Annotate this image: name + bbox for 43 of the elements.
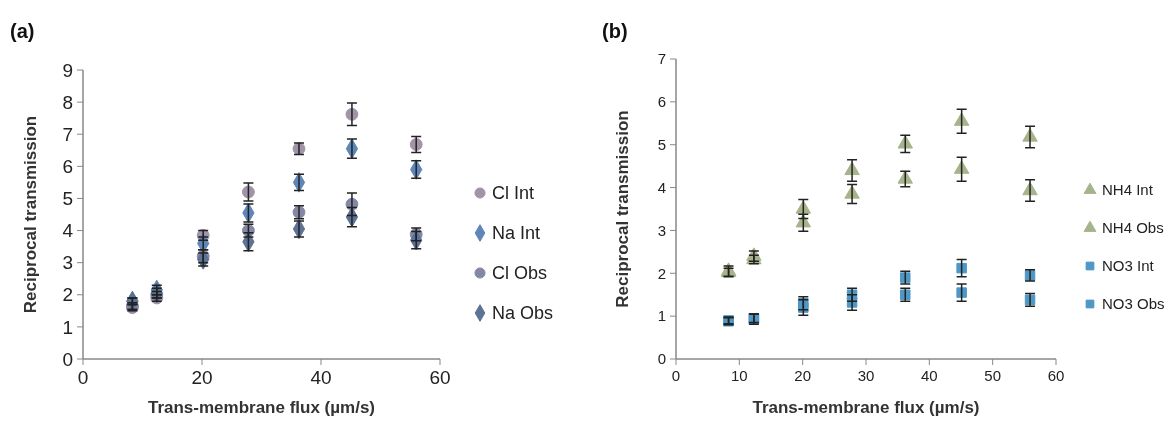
x-tick-label: 0 [77,367,89,389]
legend-label: NO3 Obs [1102,295,1164,313]
y-tick-label: 5 [657,135,666,153]
y-tick-label: 2 [657,264,666,282]
legend-label: Cl Obs [492,263,548,284]
y-tick-label: 8 [62,91,73,113]
x-tick-label: 60 [1047,367,1065,384]
x-tick-label: 10 [730,367,748,384]
legend-label: NO3 Int [1102,257,1155,275]
x-tick-label: 20 [794,367,812,384]
y-tick-label: 4 [657,178,666,196]
x-axis-title: Trans-membrane flux (µm/s) [752,398,980,417]
legend-label: Na Obs [492,303,554,324]
x-tick-label: 40 [920,367,938,384]
y-axis-title: Reciprocal transmission [20,115,40,314]
y-tick-label: 9 [62,59,73,81]
x-tick-label: 40 [310,367,332,389]
y-tick-label: 3 [657,221,666,239]
x-tick-label: 0 [671,367,681,384]
legend-label: Cl Int [492,183,535,204]
y-tick-label: 0 [657,350,666,368]
y-tick-label: 7 [62,123,73,145]
y-tick-label: 0 [62,348,73,370]
y-tick-label: 5 [62,188,73,210]
legend-label: NH4 Obs [1102,219,1164,237]
legend-label: NH4 Int [1102,181,1154,199]
legend-label: Na Int [492,223,541,244]
x-tick-label: 30 [857,367,875,384]
chart-title: (a) [10,20,35,42]
y-axis-title: Reciprocal transmission [612,110,632,308]
x-tick-label: 60 [429,367,451,389]
x-tick-label: 20 [191,367,213,389]
x-axis-title: Trans-membrane flux (µm/s) [147,398,376,417]
chart-title: (b) [602,20,628,42]
y-tick-label: 3 [62,252,73,274]
y-tick-label: 1 [657,307,666,325]
y-tick-label: 4 [62,220,74,242]
x-tick-label: 50 [984,367,1002,384]
y-tick-label: 2 [62,284,73,306]
y-tick-label: 7 [657,50,666,68]
y-tick-label: 6 [657,93,666,111]
y-tick-label: 6 [62,155,73,177]
y-tick-label: 1 [62,316,73,338]
